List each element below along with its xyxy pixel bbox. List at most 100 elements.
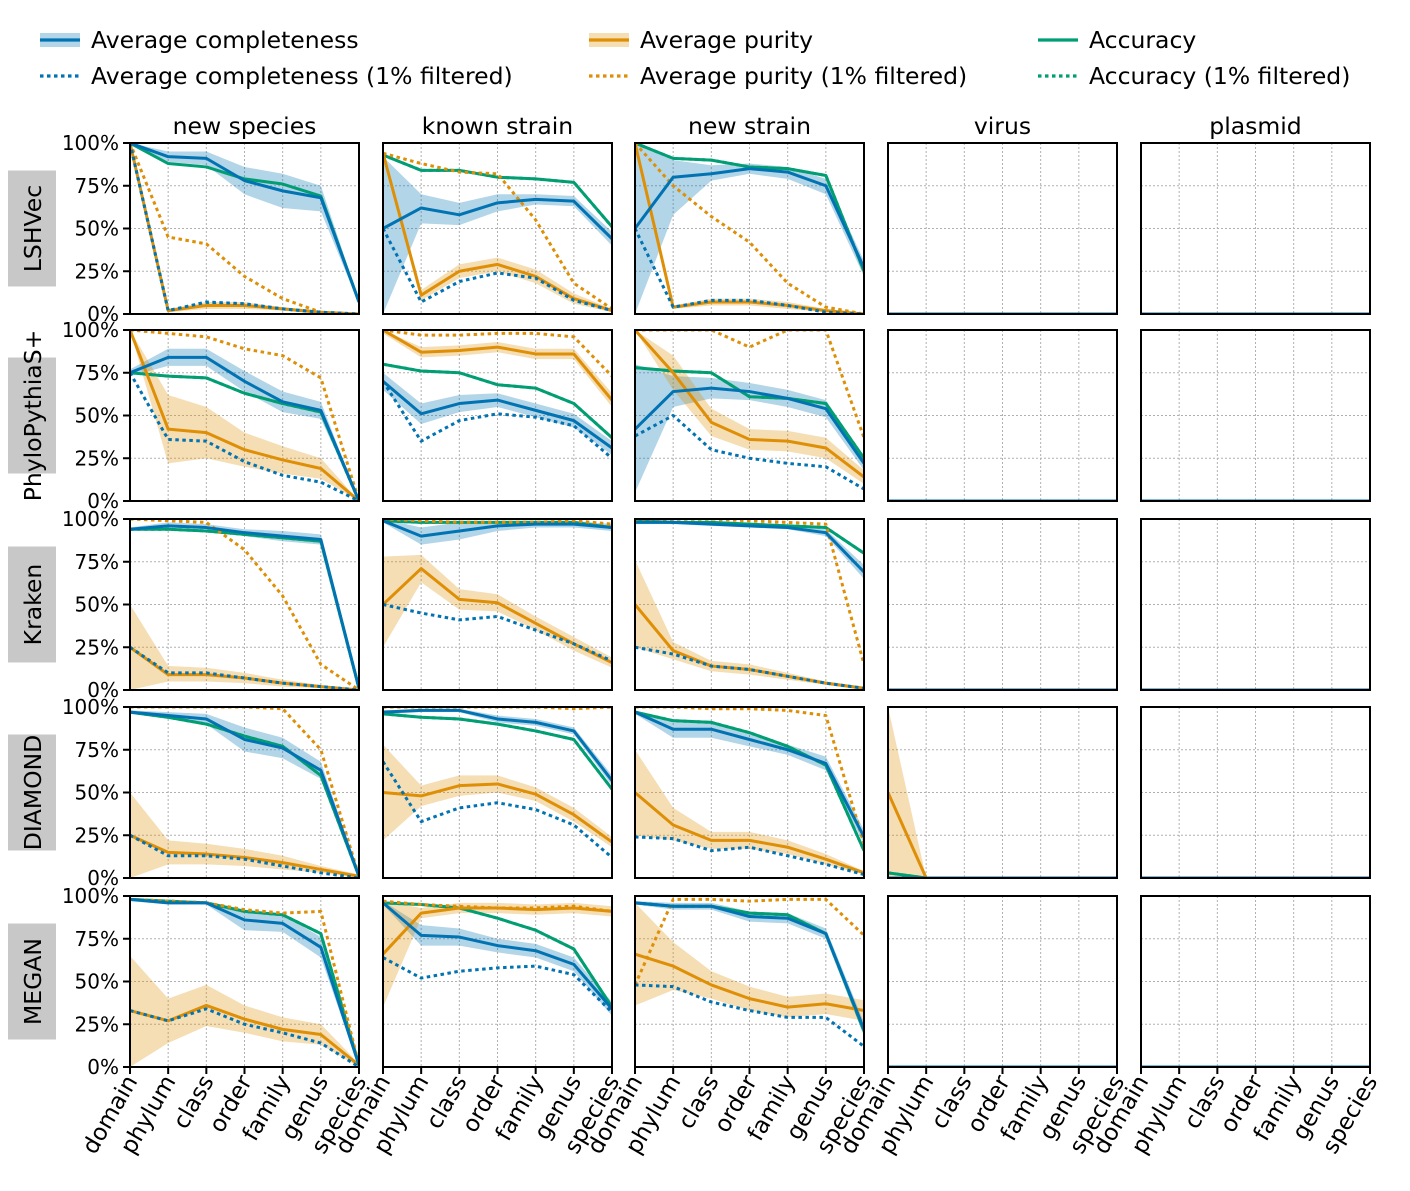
series-line-pur	[383, 782, 612, 844]
completeness-band	[130, 143, 359, 304]
series-line-comp-f	[383, 760, 612, 859]
series-line-pur-f	[635, 897, 864, 986]
panel-frame	[887, 142, 1118, 315]
y-tick-label: 0%	[87, 302, 119, 326]
plot-area	[635, 143, 864, 314]
series-line-acc	[383, 153, 612, 228]
plot-area	[635, 897, 864, 1048]
purity-band	[130, 330, 359, 501]
completeness-band	[130, 710, 359, 878]
series-line-comp-f	[383, 380, 612, 460]
panel	[634, 329, 865, 502]
completeness-band	[383, 372, 612, 455]
series-line-pur-f	[383, 707, 612, 711]
legend-label: Average purity (1% filtered)	[640, 62, 967, 90]
series-line-pur	[130, 833, 359, 878]
row-label-text: LSHVec	[19, 185, 47, 272]
panel	[634, 518, 865, 691]
panel-frame	[634, 518, 865, 691]
series-line-pur-f	[130, 519, 359, 690]
y-tick-label: 0%	[87, 866, 119, 890]
series-line-pur-f	[383, 519, 612, 526]
legend-label: Average completeness	[91, 26, 359, 54]
series-line-pur	[383, 330, 612, 402]
series-line-comp-f	[635, 983, 864, 1048]
panel-grid: 0%25%50%75%100%0%25%50%75%100%0%25%50%75…	[8, 112, 1383, 1159]
series-line-comp	[383, 197, 612, 240]
series-line-comp-f	[130, 1007, 359, 1067]
panel	[1140, 329, 1371, 502]
series-line-acc	[383, 362, 612, 439]
panel	[887, 329, 1118, 502]
plot-area	[383, 330, 612, 460]
row-label-box	[8, 734, 56, 851]
y-tick-label: 75%	[75, 361, 119, 385]
panel-frame	[382, 706, 613, 879]
y-tick-label: 25%	[75, 259, 119, 283]
plot-area	[635, 519, 864, 690]
panel-frame	[382, 518, 613, 691]
series-line-comp-f	[635, 227, 864, 314]
row-label-text: MEGAN	[19, 938, 47, 1025]
row-label-box	[8, 546, 56, 663]
panel-frame	[887, 329, 1118, 502]
panel	[382, 329, 613, 502]
plot-area	[383, 519, 612, 668]
plot-area	[130, 330, 359, 501]
grid	[887, 329, 1118, 502]
legend-label: Accuracy	[1089, 26, 1196, 54]
series-line-comp	[635, 710, 864, 838]
series-line-comp-f	[635, 414, 864, 491]
series-line-comp	[383, 708, 612, 782]
series-line-comp-f	[383, 956, 612, 1014]
row-label: LSHVec	[8, 170, 56, 287]
plot-area	[383, 151, 612, 314]
completeness-band	[383, 156, 612, 314]
panel-frame	[1140, 142, 1371, 315]
grid	[1140, 895, 1371, 1068]
y-tick-label: 25%	[75, 823, 119, 847]
y-tick-label: 50%	[75, 970, 119, 994]
series-line-comp-f	[383, 603, 612, 663]
completeness-band	[383, 901, 612, 1016]
series-line-comp-f	[635, 835, 864, 877]
panel-frame	[382, 329, 613, 502]
y-tick-label: 0%	[87, 678, 119, 702]
panel-frame	[1140, 329, 1371, 502]
series-line-pur	[635, 952, 864, 1013]
y-tick-label: 75%	[75, 174, 119, 198]
y-tick-label: 75%	[75, 738, 119, 762]
y-tick-label: 0%	[87, 1055, 119, 1079]
column-header: virus	[974, 112, 1031, 140]
row-label: Kraken	[8, 546, 56, 663]
series-line-comp	[130, 897, 359, 1066]
legend-entry: Accuracy	[1038, 26, 1196, 54]
y-tick-label: 100%	[62, 695, 119, 719]
grid	[887, 706, 1118, 879]
panel-frame	[1140, 518, 1371, 691]
row-label-text: PhyloPythiaS+	[19, 330, 47, 502]
purity-band	[130, 955, 359, 1067]
column-header: plasmid	[1209, 112, 1301, 140]
panel: 0% 25% 50% 75% 100%	[62, 318, 360, 513]
y-tick-label: 75%	[75, 927, 119, 951]
plot-area	[635, 330, 864, 493]
panel: 0% 25% 50% 75% 100%	[62, 131, 360, 326]
series-line-pur-f	[635, 707, 864, 845]
panel-frame	[634, 142, 865, 315]
series-line-pur	[130, 330, 359, 501]
row-label-box	[8, 170, 56, 287]
row-label-box	[8, 357, 56, 474]
y-tick-label: 50%	[75, 217, 119, 241]
y-tick-label: 25%	[75, 1012, 119, 1036]
panel	[634, 706, 865, 879]
panel	[382, 142, 613, 315]
row-label: PhyloPythiaS+	[8, 330, 56, 502]
series-line-pur	[635, 330, 864, 479]
series-line-comp	[130, 524, 359, 689]
grid	[1140, 706, 1371, 879]
y-tick-label: 50%	[75, 593, 119, 617]
